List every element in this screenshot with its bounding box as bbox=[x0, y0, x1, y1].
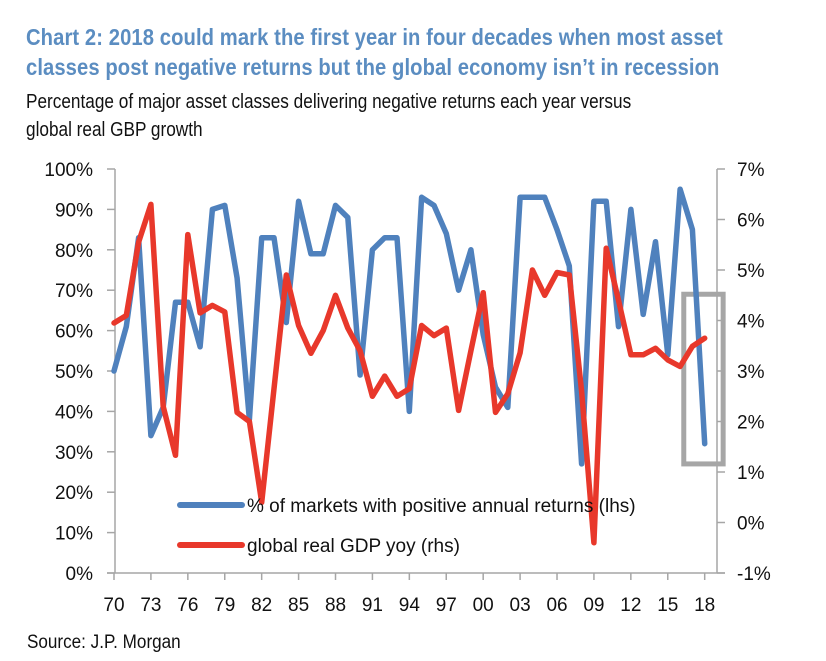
x-tick-label: 18 bbox=[694, 595, 715, 616]
series-layer bbox=[111, 186, 708, 546]
y-right-tick-label: 2% bbox=[737, 413, 765, 434]
y-left-tick-label: 80% bbox=[55, 241, 93, 262]
y-left-tick-label: 70% bbox=[55, 281, 93, 302]
y-left-tick-label: 0% bbox=[66, 564, 94, 585]
y-left-tick-label: 20% bbox=[55, 483, 93, 504]
legend-label-blue: % of markets with positive annual return… bbox=[247, 496, 636, 517]
x-tick-label: 12 bbox=[620, 595, 641, 616]
y-left-tick-label: 40% bbox=[55, 402, 93, 423]
highlight-layer bbox=[681, 291, 726, 467]
x-tick-label: 15 bbox=[657, 595, 678, 616]
y-right-tick-label: -1% bbox=[737, 564, 771, 585]
x-tick-label: 85 bbox=[288, 595, 309, 616]
chart-title-line-2: classes post negative returns but the gl… bbox=[26, 54, 720, 80]
legend: % of markets with positive annual return… bbox=[177, 496, 636, 557]
x-tick-label: 97 bbox=[436, 595, 457, 616]
chart-subtitle-line-2: global real GBP growth bbox=[26, 119, 203, 141]
chart-subtitle: Percentage of major asset classes delive… bbox=[26, 88, 800, 144]
y-right-tick-label: 4% bbox=[737, 312, 765, 333]
y-left-tick-label: 60% bbox=[55, 322, 93, 343]
chart-title: Chart 2: 2018 could mark the first year … bbox=[26, 22, 723, 82]
x-tick-label: 88 bbox=[325, 595, 346, 616]
source-note: Source: J.P. Morgan bbox=[27, 632, 181, 653]
y-right-tick-label: 1% bbox=[737, 463, 765, 484]
x-tick-label: 00 bbox=[473, 595, 494, 616]
x-tick-label: 09 bbox=[583, 595, 604, 616]
y-right-tick-label: 7% bbox=[737, 160, 765, 181]
legend-label-red: global real GDP yoy (rhs) bbox=[247, 536, 460, 557]
y-left-tick-label: 100% bbox=[44, 160, 93, 181]
axes: 0% 10% 20% 30% 40% 50% 60% 70% 80% 90% 100% -1% 0% 1%… bbox=[44, 160, 771, 616]
y-left-tick-label: 30% bbox=[55, 443, 93, 464]
y-left-tick-label: 10% bbox=[55, 524, 93, 545]
y-right-tick-label: 3% bbox=[737, 362, 765, 383]
y-left-tick-label: 90% bbox=[55, 200, 93, 221]
series-line-positive-returns bbox=[111, 186, 708, 467]
chart-subtitle-line-1: Percentage of major asset classes delive… bbox=[26, 91, 632, 113]
y-right-tick-label: 6% bbox=[737, 211, 765, 232]
chart-title-line-1: Chart 2: 2018 could mark the first year … bbox=[26, 24, 723, 50]
y-right-tick-label: 5% bbox=[737, 261, 765, 282]
x-tick-label: 91 bbox=[362, 595, 383, 616]
x-tick-label: 76 bbox=[177, 595, 198, 616]
x-tick-label: 73 bbox=[140, 595, 161, 616]
x-tick-label: 79 bbox=[214, 595, 235, 616]
x-tick-label: 82 bbox=[251, 595, 272, 616]
x-tick-label: 03 bbox=[510, 595, 531, 616]
y-left-tick-label: 50% bbox=[55, 362, 93, 383]
x-tick-label: 06 bbox=[546, 595, 567, 616]
highlight-box-2017-2018 bbox=[681, 291, 726, 467]
x-tick-label: 70 bbox=[103, 595, 124, 616]
y-right-tick-label: 0% bbox=[737, 514, 765, 535]
x-tick-label: 94 bbox=[399, 595, 421, 616]
